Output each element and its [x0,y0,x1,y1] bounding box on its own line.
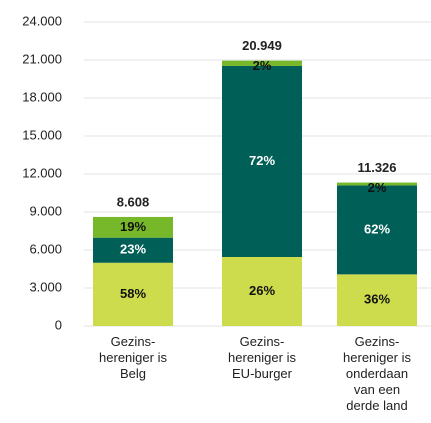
y-tick-label: 15.000 [22,127,62,142]
y-tick-label: 3.000 [29,279,62,294]
x-tick-label: Gezins- hereniger is EU-burger [228,334,296,381]
segment-label: 2% [368,180,387,195]
total-label: 20.949 [242,38,282,53]
segment-label: 36% [364,292,390,307]
bar-segment [222,65,302,258]
total-label: 11.326 [357,160,396,175]
bar-segment [93,216,173,238]
bar-segment [222,257,302,326]
segment-label: 58% [120,286,146,301]
bar-segment [337,185,417,275]
y-tick-label: 18.000 [22,89,62,104]
bar-segment [337,274,417,326]
segment-label: 19% [120,219,146,234]
segment-label: 2% [253,58,272,73]
y-tick-label: 12.000 [22,165,62,180]
segment-label: 23% [120,242,146,257]
bar-segment [337,182,417,186]
segment-label: 72% [249,153,275,168]
x-tick-label: Gezins- hereniger is Belg [99,334,167,381]
y-tick-label: 21.000 [22,51,62,66]
segment-label: 62% [364,221,390,236]
bar-segment [93,262,173,326]
y-tick-label: 9.000 [29,203,62,218]
y-tick-label: 6.000 [29,241,62,256]
segment-label: 26% [249,283,275,298]
x-tick-label: Gezins- hereniger is onderdaan van een d… [343,334,411,413]
y-tick-label: 0 [55,317,62,332]
total-label: 8.608 [117,194,150,209]
bar-segment [222,60,302,66]
y-tick-label: 24.000 [22,13,62,28]
bar-segment [93,237,173,263]
